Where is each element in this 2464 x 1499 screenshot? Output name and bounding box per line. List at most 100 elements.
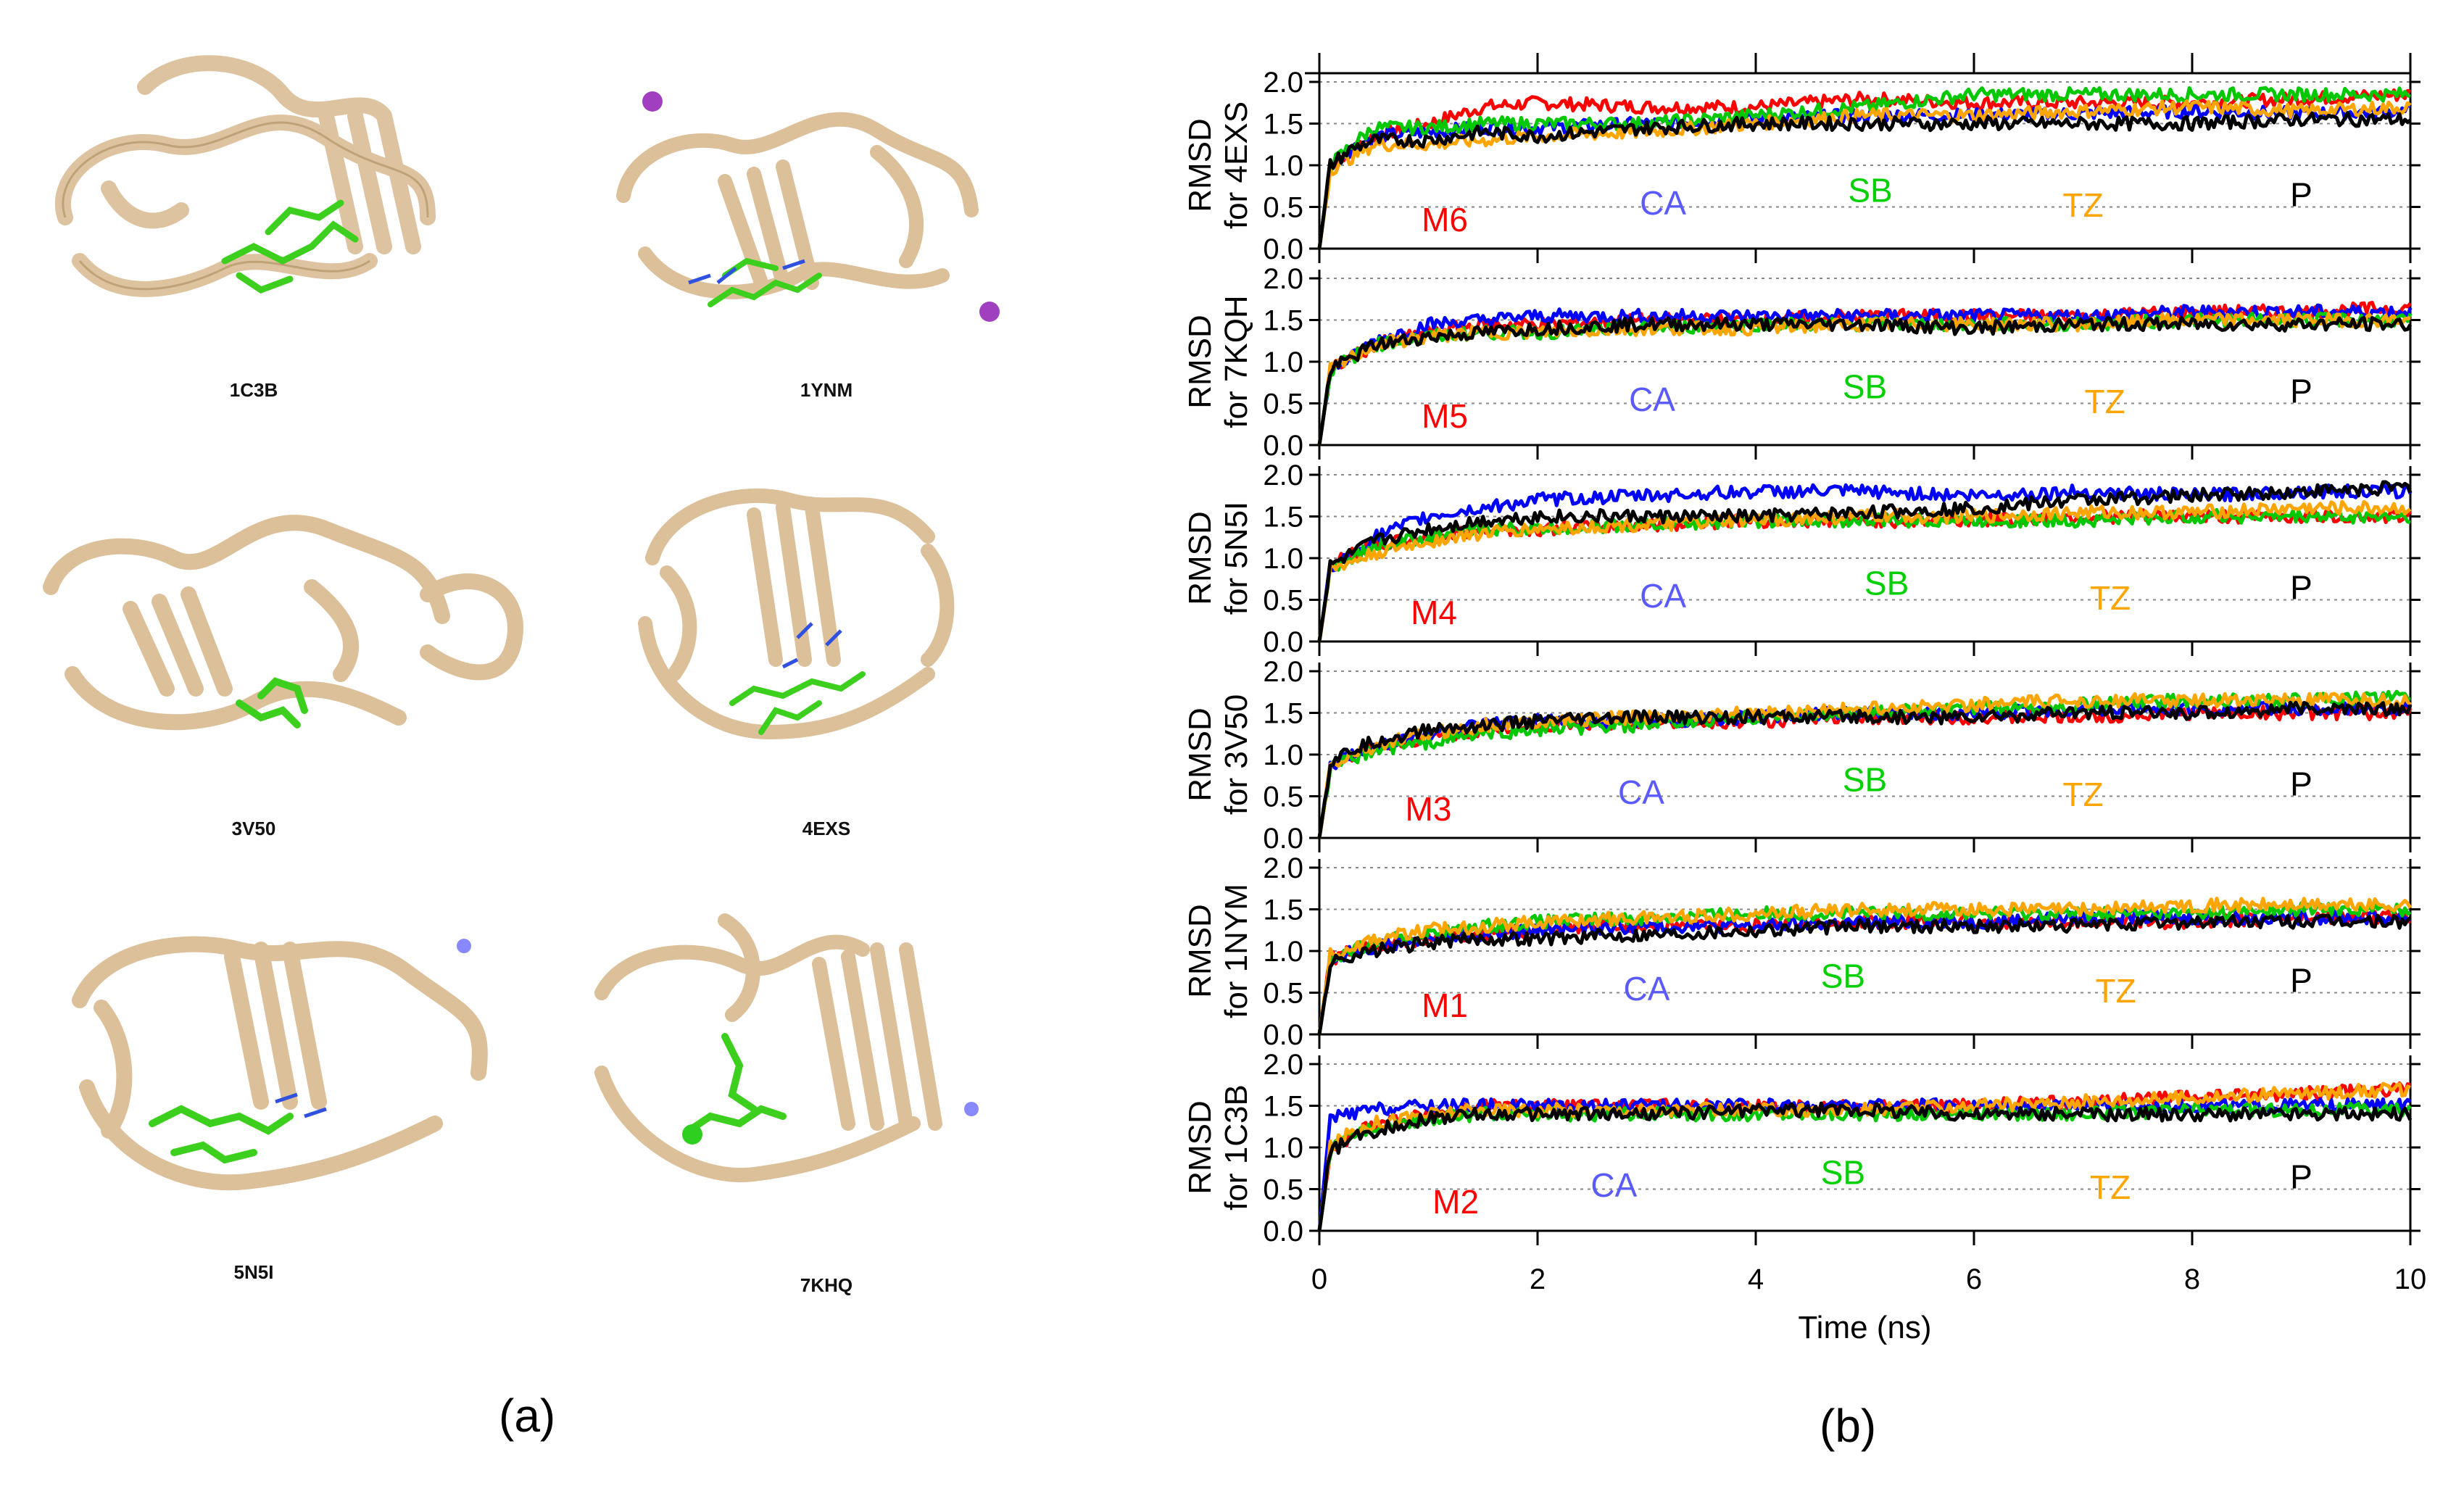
series-line-P — [1317, 700, 2413, 839]
structure-3v50 — [22, 457, 544, 776]
structure-1c3b — [22, 29, 471, 362]
y-axis-label: RMSD — [1182, 118, 1218, 212]
series-label-M: M3 — [1406, 790, 1452, 828]
series-line-P — [1317, 315, 2413, 446]
rmsd-panel: 0.0 0.5 1.0 1.5 2.0 RMSD for 4EXS M6 CA SB TZ P — [1182, 67, 2421, 265]
y-tick-label: 0.5 — [1263, 192, 1303, 224]
y-axis-label-molecule: for 3V50 — [1219, 694, 1254, 815]
y-tick-label: 1.0 — [1263, 150, 1303, 182]
y-tick-label: 1.0 — [1263, 936, 1303, 968]
x-tick-label: 2 — [1530, 1263, 1546, 1295]
structure-image — [616, 91, 1000, 322]
y-tick-label: 2.0 — [1263, 460, 1303, 491]
y-tick-label: 0.0 — [1263, 233, 1303, 265]
y-tick-label: 1.5 — [1263, 502, 1303, 533]
y-tick-label: 0.5 — [1263, 1174, 1303, 1206]
series-label-CA: CA — [1629, 381, 1675, 418]
y-axis-label: RMSD — [1182, 904, 1218, 998]
structure-image — [54, 55, 436, 297]
series-label-M: M5 — [1422, 397, 1468, 435]
y-tick-label: 1.5 — [1263, 698, 1303, 730]
series-label-SB: SB — [1821, 1154, 1865, 1192]
x-tick-label: 4 — [1748, 1263, 1764, 1295]
series-line-CA — [1317, 483, 2413, 642]
y-tick-label: 1.5 — [1263, 305, 1303, 337]
series-line-SB — [1317, 86, 2411, 249]
series-label-SB: SB — [1848, 172, 1892, 209]
series-label-TZ: TZ — [2062, 186, 2103, 224]
structures-panel: 1C3B 1YNM — [0, 0, 1000, 1499]
structure-label-5n5i: 5N5I — [233, 1261, 274, 1283]
series-label-TZ: TZ — [2090, 1168, 2131, 1206]
series-label-P: P — [2290, 372, 2312, 410]
y-tick-label: 2.0 — [1263, 67, 1303, 99]
y-tick-label: 0.0 — [1263, 823, 1303, 855]
structure-image — [72, 936, 488, 1191]
rmsd-panel: 0.0 0.5 1.0 1.5 2.0 RMSD for 7KQH M5 CA SB TZ P — [1182, 263, 2421, 462]
y-tick-label: 0.0 — [1263, 626, 1303, 658]
series-label-CA: CA — [1618, 773, 1664, 811]
series-line-P — [1317, 1101, 2413, 1232]
x-tick-label: 10 — [2394, 1263, 2427, 1295]
y-tick-label: 1.0 — [1263, 346, 1303, 378]
series-label-M: M1 — [1422, 987, 1468, 1024]
y-axis-label-molecule: for 4EXS — [1219, 101, 1254, 229]
series-label-SB: SB — [1864, 565, 1909, 602]
panel-label-b: (b) — [1820, 1400, 1877, 1452]
x-axis-label: Time (ns) — [1798, 1310, 1931, 1345]
series-label-P: P — [2290, 1158, 2312, 1195]
y-tick-label: 0.0 — [1263, 1019, 1303, 1051]
y-axis-label: RMSD — [1182, 707, 1218, 802]
structure-label-1c3b: 1C3B — [229, 379, 278, 401]
series-label-M: M2 — [1432, 1183, 1479, 1221]
y-tick-label: 0.0 — [1263, 1216, 1303, 1247]
structure-label-3v50: 3V50 — [231, 818, 276, 839]
y-tick-label: 0.0 — [1263, 430, 1303, 462]
structure-1ynm — [602, 65, 1008, 341]
series-label-CA: CA — [1624, 970, 1670, 1008]
structure-label-1ynm: 1YNM — [800, 379, 853, 401]
structure-7khq — [580, 892, 986, 1225]
series-label-CA: CA — [1590, 1166, 1637, 1204]
structure-4exs — [623, 442, 971, 790]
series-label-TZ: TZ — [2090, 579, 2131, 617]
y-tick-label: 2.0 — [1263, 656, 1303, 688]
x-tick-label: 0 — [1311, 1263, 1327, 1295]
series-label-TZ: TZ — [2062, 776, 2103, 813]
series-label-SB: SB — [1821, 958, 1865, 995]
rmsd-panel: 0.0 0.5 1.0 1.5 2.0 RMSD for 1C3B M2 CA SB TZ P — [1182, 1049, 2421, 1247]
y-tick-label: 0.5 — [1263, 978, 1303, 1010]
series-line-SB — [1317, 901, 2412, 1035]
structure-5n5i — [58, 884, 507, 1225]
y-tick-label: 0.5 — [1263, 781, 1303, 813]
structure-image — [594, 913, 979, 1183]
y-tick-label: 1.0 — [1263, 543, 1303, 575]
x-tick-label: 8 — [2184, 1263, 2200, 1295]
y-axis-label-molecule: for 1NYM — [1219, 884, 1254, 1018]
series-label-SB: SB — [1843, 368, 1887, 406]
y-tick-label: 0.5 — [1263, 389, 1303, 420]
panel-label-a: (a) — [499, 1390, 556, 1442]
y-axis-label-molecule: for 5N5I — [1219, 502, 1254, 615]
y-tick-label: 2.0 — [1263, 852, 1303, 884]
series-line-P — [1317, 111, 2412, 249]
series-line-CA — [1317, 303, 2413, 446]
series-label-P: P — [2290, 568, 2312, 606]
structure-image — [43, 515, 523, 731]
y-axis-label: RMSD — [1182, 1100, 1218, 1195]
series-line-TZ — [1317, 897, 2413, 1035]
y-axis-label-molecule: for 7KQH — [1219, 295, 1254, 428]
y-tick-label: 1.5 — [1263, 894, 1303, 926]
series-line-TZ — [1317, 1081, 2411, 1232]
y-axis-label: RMSD — [1182, 511, 1218, 605]
series-label-M: M4 — [1411, 594, 1457, 631]
y-tick-label: 2.0 — [1263, 1049, 1303, 1081]
y-tick-label: 1.0 — [1263, 1132, 1303, 1164]
series-label-P: P — [2290, 175, 2312, 213]
series-label-SB: SB — [1843, 761, 1887, 799]
y-tick-label: 1.0 — [1263, 739, 1303, 771]
series-label-M: M6 — [1422, 201, 1468, 238]
rmsd-panel: 0.0 0.5 1.0 1.5 2.0 RMSD for 1NYM M1 CA SB TZ P — [1182, 852, 2421, 1051]
y-tick-label: 2.0 — [1263, 263, 1303, 295]
y-axis-label: RMSD — [1182, 315, 1218, 409]
